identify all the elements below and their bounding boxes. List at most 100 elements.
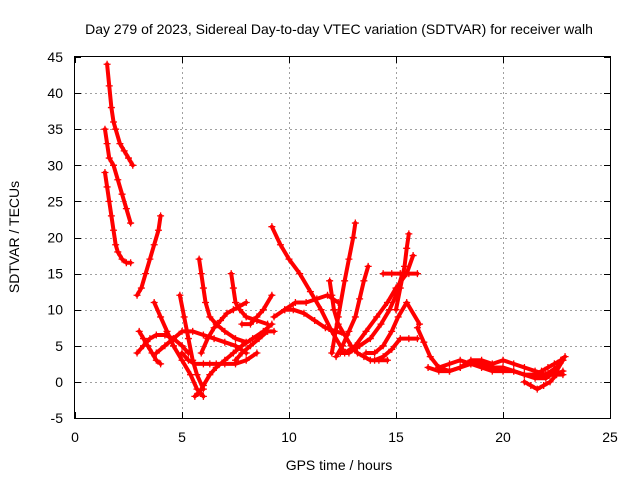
data-point	[413, 270, 421, 278]
data-point	[187, 371, 195, 379]
data-point	[302, 298, 310, 306]
data-point	[379, 353, 387, 361]
data-point	[334, 313, 342, 321]
data-point	[210, 335, 218, 343]
series-arc-10	[191, 320, 276, 400]
data-point	[176, 291, 184, 299]
data-point	[326, 277, 334, 285]
data-point	[154, 226, 162, 234]
data-point	[546, 378, 554, 386]
data-point	[229, 349, 237, 357]
data-point	[199, 284, 207, 292]
data-point	[383, 356, 391, 364]
data-point	[388, 270, 396, 278]
data-point	[317, 306, 325, 314]
data-point	[264, 327, 272, 335]
data-point	[388, 327, 396, 335]
data-point	[544, 363, 552, 371]
data-point	[169, 335, 177, 343]
data-point	[101, 125, 109, 133]
data-point	[499, 356, 507, 364]
data-point	[360, 277, 368, 285]
data-point	[152, 356, 160, 364]
data-point	[110, 161, 118, 169]
data-point	[127, 259, 135, 267]
data-point	[345, 255, 353, 263]
data-point	[416, 320, 424, 328]
data-point	[268, 291, 276, 299]
data-point	[553, 371, 560, 379]
data-point	[349, 234, 357, 241]
x-tick-label: 15	[388, 429, 404, 445]
data-point	[405, 335, 413, 343]
data-point	[259, 306, 267, 314]
data-point	[311, 317, 319, 325]
data-point	[146, 255, 154, 263]
series-arc-22	[332, 262, 372, 361]
data-point	[199, 360, 207, 368]
series-arc-33	[531, 353, 569, 379]
data-point	[238, 349, 246, 357]
x-tick-label: 20	[495, 429, 511, 445]
data-point	[377, 320, 385, 328]
data-point	[197, 349, 205, 357]
data-point	[353, 349, 361, 357]
series-arc-25	[362, 298, 424, 357]
data-point	[199, 331, 207, 339]
data-point	[118, 190, 126, 198]
data-point	[206, 313, 214, 321]
data-point	[246, 320, 254, 328]
series-arc-7	[150, 298, 207, 400]
data-point	[178, 356, 186, 364]
data-point	[127, 219, 135, 227]
data-point	[328, 291, 336, 299]
data-point	[270, 313, 278, 321]
data-point	[313, 295, 321, 303]
data-point	[540, 382, 548, 390]
data-point	[125, 154, 132, 162]
data-point	[446, 360, 453, 368]
series-arc-27	[379, 270, 421, 278]
data-point	[142, 270, 150, 278]
data-point	[401, 262, 409, 270]
data-point	[510, 367, 518, 375]
data-point	[291, 298, 299, 306]
data-point	[339, 342, 346, 350]
data-point	[103, 183, 111, 191]
data-point	[531, 371, 539, 379]
data-point	[550, 360, 558, 368]
series-arc-2	[101, 125, 135, 227]
series-line	[154, 329, 249, 356]
data-point	[478, 363, 486, 371]
data-point	[114, 176, 122, 184]
data-point	[227, 270, 235, 278]
data-point	[456, 356, 464, 364]
data-point	[499, 367, 507, 375]
data-point	[206, 360, 214, 368]
data-point	[341, 349, 349, 357]
y-tick-label: -5	[51, 410, 64, 426]
data-point	[180, 313, 188, 321]
data-point	[221, 327, 229, 335]
data-point	[366, 335, 374, 343]
data-point	[114, 248, 122, 256]
data-point	[178, 327, 186, 335]
data-point	[371, 356, 379, 364]
data-point	[202, 298, 210, 306]
series-arc-8	[176, 291, 207, 393]
data-point	[396, 335, 404, 343]
plot-frame	[74, 56, 611, 419]
data-point	[204, 335, 212, 343]
data-point	[101, 169, 109, 177]
series-arc-30	[424, 356, 567, 379]
data-point	[152, 331, 160, 339]
series-arc-15	[232, 327, 278, 364]
series-line	[135, 332, 191, 356]
series-line	[338, 271, 405, 356]
data-point	[178, 349, 186, 357]
series-line	[102, 170, 133, 265]
data-series	[101, 60, 569, 400]
data-point	[242, 313, 250, 321]
data-point	[144, 342, 152, 350]
data-point	[300, 309, 308, 317]
